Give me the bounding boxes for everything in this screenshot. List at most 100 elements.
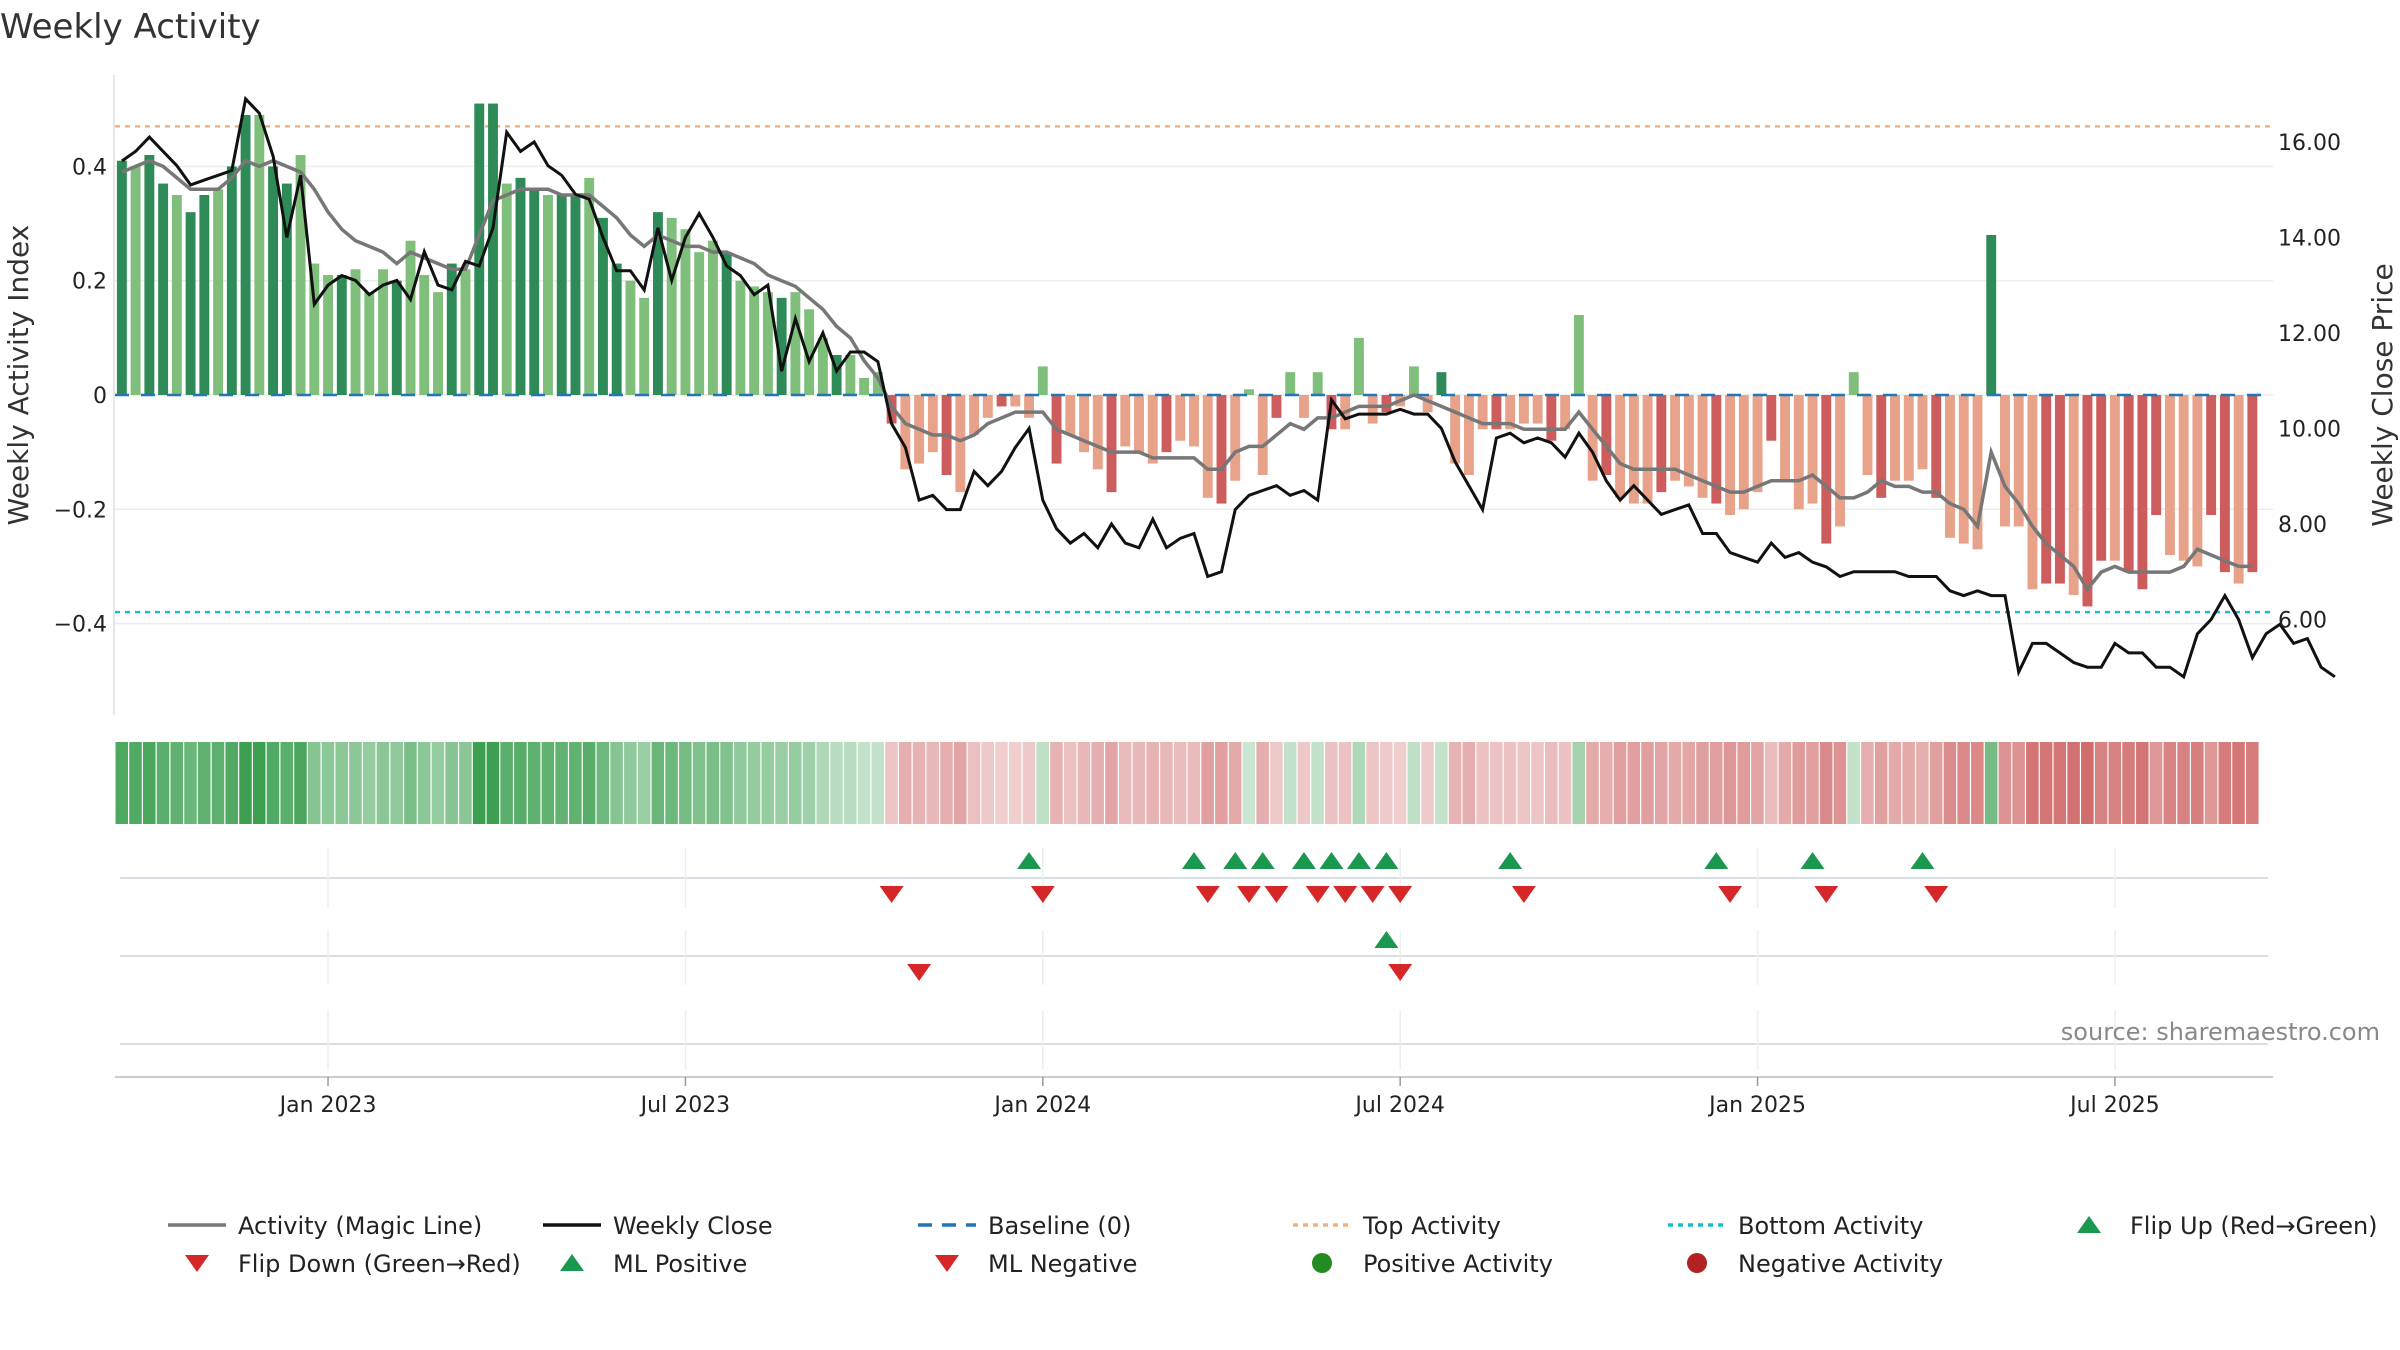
heat-cell xyxy=(1297,742,1311,824)
heat-cell xyxy=(1682,742,1696,824)
heat-cell xyxy=(692,742,706,824)
heat-cell xyxy=(1751,742,1764,824)
flip-up-marker xyxy=(1250,852,1275,869)
activity-bar xyxy=(515,177,526,395)
activity-bar xyxy=(1821,395,1832,544)
activity-bar xyxy=(570,195,581,395)
heat-cell xyxy=(349,742,362,824)
heat-cell xyxy=(2122,742,2135,824)
heat-cell xyxy=(1627,742,1641,824)
heat-cell xyxy=(898,742,912,824)
heat-cell xyxy=(1792,742,1805,824)
heat-cell xyxy=(1366,742,1379,824)
heat-cell xyxy=(1737,742,1750,824)
activity-bar xyxy=(336,275,347,395)
heat-cell xyxy=(1599,742,1613,824)
legend-swatch xyxy=(935,1255,959,1272)
magic-line-series xyxy=(121,158,2253,593)
activity-bar xyxy=(611,263,622,395)
heat-cell xyxy=(637,742,651,824)
heat-cell xyxy=(1228,742,1242,824)
activity-bar xyxy=(391,280,402,395)
activity-bar xyxy=(2164,395,2175,555)
heat-cell xyxy=(720,742,733,824)
activity-bar xyxy=(171,195,182,395)
activity-bar xyxy=(652,212,663,395)
x-tick-label: Jul 2025 xyxy=(2068,1093,2160,1118)
heat-cell xyxy=(527,742,541,824)
heat-cell xyxy=(2039,742,2053,824)
heat-cell xyxy=(1338,742,1352,824)
heat-cell xyxy=(665,742,678,824)
heat-cell xyxy=(1902,742,1915,824)
activity-bar xyxy=(900,395,911,470)
activity-bar xyxy=(2109,395,2120,561)
activity-bar xyxy=(1381,395,1392,413)
flip-up-marker xyxy=(1346,852,1371,869)
heat-cell xyxy=(1888,742,1902,824)
flip-down-marker xyxy=(1030,886,1055,903)
activity-bar xyxy=(1835,395,1845,527)
heat-cell xyxy=(555,742,568,824)
activity-bar xyxy=(2068,395,2079,595)
heat-cell xyxy=(1847,742,1860,824)
heat-cell xyxy=(1943,742,1957,824)
heat-cell xyxy=(1077,742,1091,824)
activity-bar xyxy=(309,263,320,395)
y-right-tick-label: 8.00 xyxy=(2278,513,2327,538)
heat-cell xyxy=(981,742,994,824)
activity-bar xyxy=(1876,395,1887,498)
y-right-tick-label: 6.00 xyxy=(2278,608,2327,633)
heat-cell xyxy=(1819,742,1833,824)
activity-bar xyxy=(1793,395,1804,510)
activity-bar xyxy=(1285,372,1296,395)
heat-cell xyxy=(1778,742,1792,824)
activity-bars xyxy=(116,103,2258,607)
chart-title: Weekly Activity xyxy=(0,7,261,47)
activity-bar xyxy=(1848,372,1859,395)
activity-bar xyxy=(1766,395,1777,441)
activity-bar xyxy=(1615,395,1626,498)
activity-bar xyxy=(1601,395,1612,475)
activity-bar xyxy=(1367,395,1378,424)
activity-bar xyxy=(2041,395,2052,584)
heat-cell xyxy=(2053,742,2067,824)
activity-bar xyxy=(1958,395,1969,544)
heat-cell xyxy=(679,742,692,824)
activity-bar xyxy=(1202,395,1213,498)
activity-bar xyxy=(1711,395,1722,504)
heat-cell xyxy=(1613,742,1627,824)
heat-cell xyxy=(184,742,197,824)
activity-bar xyxy=(364,292,375,395)
heat-cell xyxy=(1242,742,1256,824)
activity-bar xyxy=(199,195,210,395)
activity-bar xyxy=(323,275,333,395)
activity-bar xyxy=(254,115,265,395)
activity-bar xyxy=(639,297,650,395)
heat-cell xyxy=(376,742,390,824)
heat-cell xyxy=(1572,742,1586,824)
activity-bar xyxy=(1450,395,1461,464)
heat-cell xyxy=(390,742,403,824)
activity-bar xyxy=(295,155,306,395)
legend-label: ML Negative xyxy=(988,1250,1137,1278)
ml-negative-marker xyxy=(1388,964,1413,981)
heat-cell xyxy=(1462,742,1476,824)
heat-cell xyxy=(404,742,417,824)
legend-label: Activity (Magic Line) xyxy=(238,1212,482,1240)
activity-bar xyxy=(2233,395,2244,584)
activity-bar xyxy=(1683,395,1694,487)
heat-cell xyxy=(294,742,307,824)
activity-bar xyxy=(1463,395,1474,475)
activity-bar xyxy=(1092,395,1103,470)
activity-bar xyxy=(1134,395,1144,453)
legend-item: Baseline (0) xyxy=(918,1212,1131,1240)
heat-cell xyxy=(1201,742,1214,824)
activity-bar xyxy=(1945,395,1955,538)
axes-layer: 0.4 0.2 0 −0.2 −0.4 16.00 14.00 12.00 10.00 8.00 6… xyxy=(54,75,2341,715)
heat-cell xyxy=(280,742,293,824)
flip-up-marker xyxy=(1182,852,1206,869)
heat-cell xyxy=(142,742,156,824)
activity-bar xyxy=(749,286,760,395)
activity-bar xyxy=(1230,395,1241,481)
